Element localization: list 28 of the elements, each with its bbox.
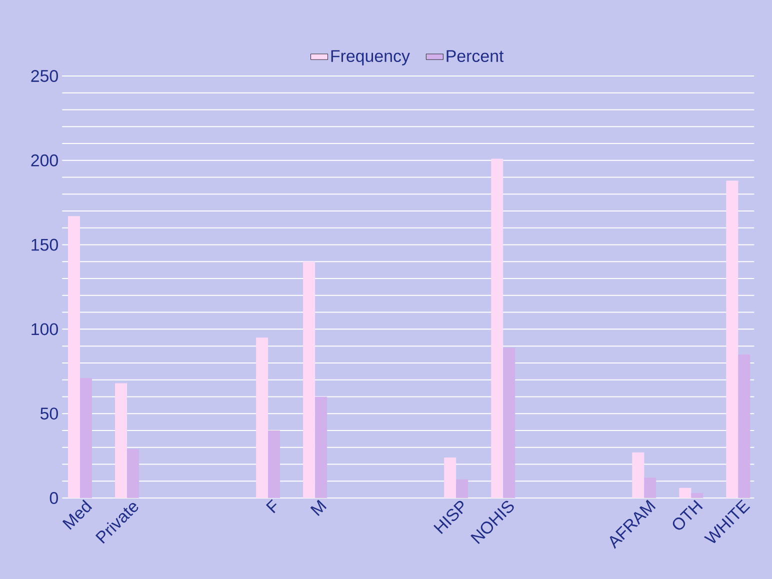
bar [115, 383, 128, 498]
bar [726, 180, 738, 498]
bar [503, 348, 516, 498]
bar [691, 492, 704, 498]
bar [679, 488, 692, 498]
y-tick-label: 150 [32, 238, 58, 251]
bar [491, 158, 504, 498]
y-tick-label: 200 [31, 154, 58, 166]
y-tick-label: 0 [50, 492, 58, 504]
bar [444, 457, 456, 498]
bar [303, 262, 316, 498]
bar [127, 449, 140, 498]
y-tick-label: 250 [31, 70, 58, 82]
bar [80, 378, 92, 498]
bar [256, 338, 268, 498]
y-tick-label: 100 [32, 323, 58, 336]
bar [68, 216, 80, 498]
legend-label: Frequency [331, 50, 410, 66]
y-tick-label: 50 [40, 408, 58, 420]
bar [456, 479, 468, 498]
x-tick-label: F [266, 499, 277, 514]
bar [268, 430, 280, 498]
bar [632, 452, 644, 498]
bar [315, 396, 328, 498]
legend-label: Percent [446, 50, 504, 62]
x-tick-label: M [310, 500, 327, 516]
bar [644, 478, 656, 498]
bar [738, 354, 750, 498]
